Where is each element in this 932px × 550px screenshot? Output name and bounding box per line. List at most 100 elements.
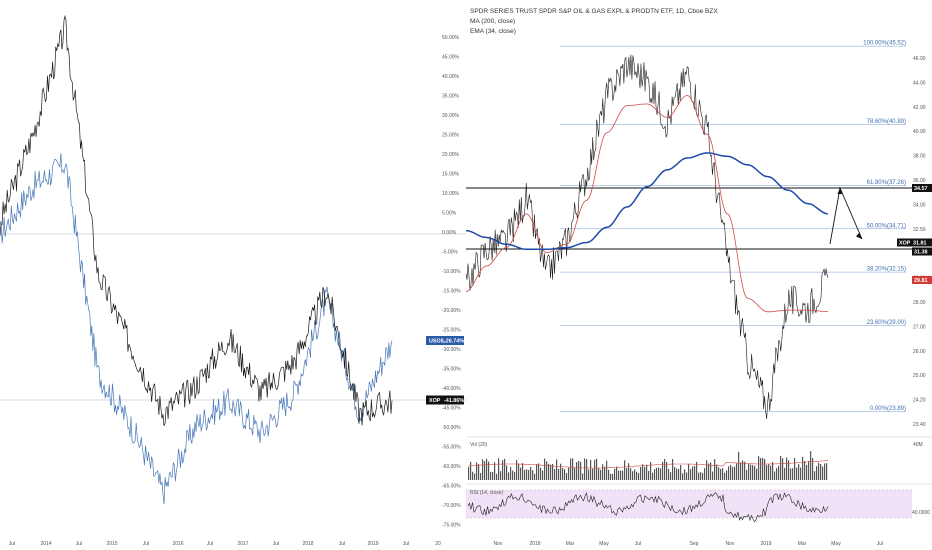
chart-title: SPDR SERIES TRUST SPDR S&P OIL & GAS EXP…: [470, 8, 718, 15]
volume-bar: [810, 451, 812, 480]
volume-bar: [772, 462, 774, 480]
volume-bar: [548, 463, 550, 480]
volume-bar: [758, 456, 760, 480]
right-x-tick: Nov: [726, 541, 735, 547]
volume-bar: [506, 465, 508, 480]
volume-bar: [472, 471, 474, 480]
ema-legend: EMA (34, close): [470, 28, 516, 35]
volume-bar: [788, 460, 790, 480]
volume-bar: [704, 468, 706, 480]
volume-bar: [542, 470, 544, 480]
volume-bar: [726, 470, 728, 480]
support-price: 31.38: [914, 250, 928, 256]
volume-bar: [496, 473, 498, 480]
target-price-tag: [912, 184, 932, 192]
volume-bar: [794, 458, 796, 480]
volume-bar: [484, 461, 486, 480]
volume-bar: [612, 473, 614, 480]
volume-bar: [532, 470, 534, 480]
volume-bar: [498, 458, 500, 480]
left-x-tick: Jul: [207, 541, 213, 547]
left-y-tick: -25.00%: [442, 328, 461, 334]
volume-title: Vol (20): [470, 442, 488, 448]
volume-bar: [720, 469, 722, 480]
volume-bar: [778, 465, 780, 480]
volume-bar: [802, 457, 804, 480]
volume-bar: [662, 461, 664, 480]
volume-bar: [826, 463, 828, 480]
right-y-tick: 27.00: [913, 324, 926, 330]
left-x-tick: 2016: [172, 541, 183, 547]
projection-arrow-up-icon: [837, 188, 843, 194]
right-y-tick: 32.50: [913, 227, 926, 233]
ema-price-tag: [912, 276, 932, 284]
left-x-tick: 2019: [367, 541, 378, 547]
xop-tag-value-left: -41.86%: [444, 398, 464, 404]
volume-bar: [798, 464, 800, 480]
volume-bar: [686, 472, 688, 480]
volume-bar: [672, 459, 674, 480]
volume-bar: [820, 464, 822, 480]
volume-bar: [792, 468, 794, 480]
volume-bar: [734, 466, 736, 480]
volume-bar: [770, 465, 772, 480]
rsi-title: RSI (14, close): [470, 490, 503, 496]
volume-bar: [708, 463, 710, 480]
volume-bar: [750, 464, 752, 480]
volume-bar: [536, 464, 538, 480]
volume-bar: [784, 467, 786, 480]
volume-bar: [594, 459, 596, 480]
left-y-tick: -20.00%: [442, 308, 461, 314]
volume-bar: [730, 464, 732, 480]
left-y-tick: -35.00%: [442, 367, 461, 373]
volume-bar: [588, 469, 590, 480]
volume-bar: [804, 461, 806, 480]
left-y-tick: -75.00%: [442, 523, 461, 529]
volume-bar: [624, 460, 626, 480]
left-x-tick: Jul: [9, 541, 15, 547]
volume-bar: [520, 467, 522, 480]
volume-bar: [710, 462, 712, 480]
volume-bar: [602, 464, 604, 480]
volume-bar: [742, 460, 744, 480]
right-x-tick: Jul: [877, 541, 883, 547]
volume-bar: [524, 469, 526, 480]
xop-tag-label-left: XOP: [429, 398, 441, 404]
usoil-tag-label: USOIL: [429, 339, 446, 345]
volume-bar: [610, 473, 612, 480]
target-price: 34.57: [914, 186, 928, 192]
left-y-tick: 40.00%: [442, 74, 460, 80]
volume-bar: [510, 466, 512, 480]
volume-bar: [766, 464, 768, 480]
left-y-tick: -50.00%: [442, 425, 461, 431]
ma-legend: MA (200, close): [470, 18, 515, 25]
right-y-tick: 44.00: [913, 80, 926, 86]
volume-bar: [786, 457, 788, 480]
volume-bar: [764, 459, 766, 480]
fib-level-label: 50.00%(34.71): [867, 223, 906, 229]
volume-bar: [702, 472, 704, 480]
right-y-tick: 38.00: [913, 154, 926, 160]
right-y-tick: 46.00: [913, 56, 926, 62]
volume-bar: [580, 461, 582, 480]
left-y-tick: 5.00%: [442, 211, 457, 217]
volume-bar: [540, 467, 542, 480]
volume-bar: [668, 469, 670, 480]
volume-bar: [470, 461, 472, 480]
left-y-tick: -70.00%: [442, 503, 461, 509]
volume-bar: [554, 469, 556, 480]
volume-bar: [700, 472, 702, 480]
right-y-tick: 36.00: [913, 178, 926, 184]
volume-bar: [492, 472, 494, 480]
volume-bar: [494, 462, 496, 480]
volume-bar: [752, 465, 754, 480]
support-price-tag: [912, 247, 932, 256]
volume-bar: [738, 451, 740, 480]
volume-bar: [658, 467, 660, 480]
volume-bar: [626, 468, 628, 480]
volume-bar: [774, 471, 776, 480]
left-y-tick: -30.00%: [442, 347, 461, 353]
volume-bar: [676, 468, 678, 480]
fib-level-label: 23.60%(29.00): [867, 320, 906, 326]
